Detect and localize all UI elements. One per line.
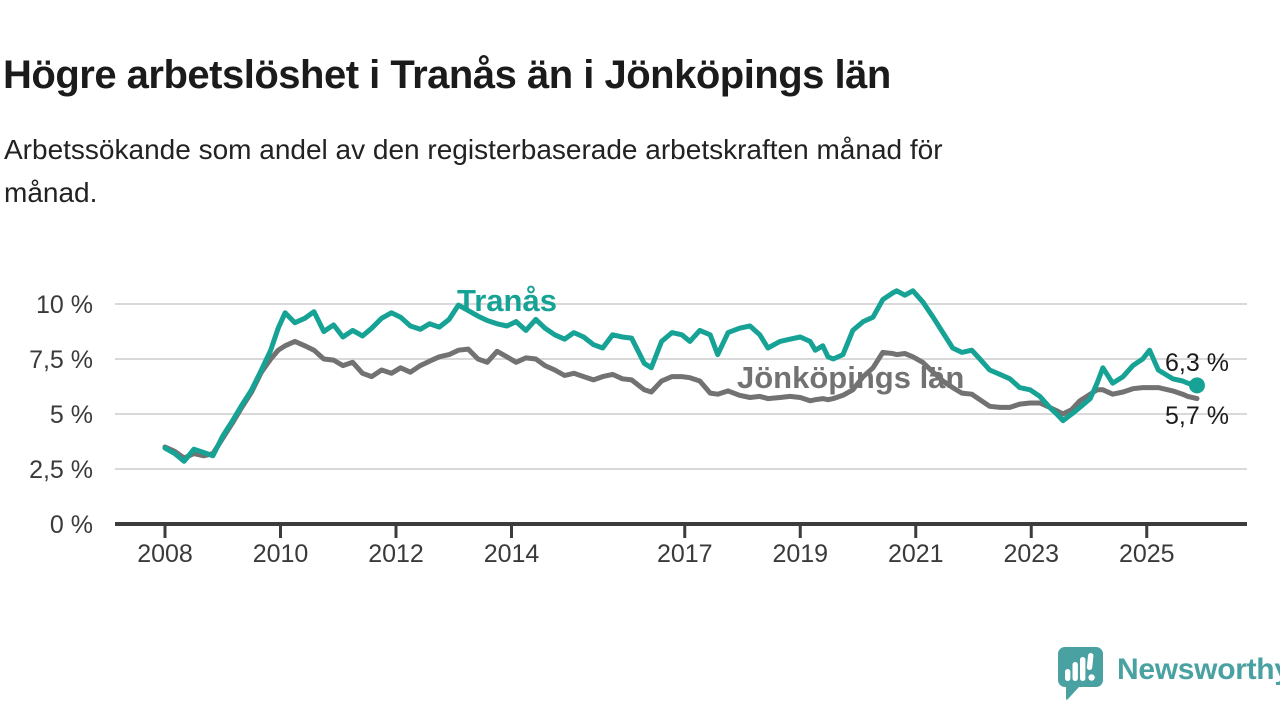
y-axis-tick-label: 10 % <box>36 291 93 319</box>
x-axis-tick-label: 2021 <box>888 540 944 568</box>
x-axis-tick-label: 2019 <box>772 540 828 568</box>
y-axis-tick-label: 7,5 % <box>29 346 93 374</box>
y-axis-tick-label: 2,5 % <box>29 456 93 484</box>
x-axis-tick-label: 2025 <box>1119 540 1175 568</box>
end-value-label-tranas: 6,3 % <box>1165 349 1229 377</box>
bar-chart-glyph <box>1065 653 1095 681</box>
x-axis-tick-label: 2017 <box>657 540 713 568</box>
page-title: Högre arbetslöshet i Tranås än i Jönköpi… <box>3 52 891 97</box>
x-axis-tick-label: 2010 <box>253 540 309 568</box>
x-axis-tick-label: 2012 <box>368 540 424 568</box>
jonkopings-lan-line <box>162 338 1200 461</box>
tranas-line <box>162 288 1200 464</box>
series-label-jonkopings-lan: Jönköpings län <box>737 360 965 395</box>
tranas-end-dot <box>1188 377 1205 394</box>
x-axis-tick-label: 2023 <box>1003 540 1059 568</box>
chart-subtitle-line2: månad. <box>4 177 98 208</box>
end-value-label-jonkopings-lan: 5,7 % <box>1165 402 1229 430</box>
chart-subtitle-line1: Arbetssökande som andel av den registerb… <box>4 134 943 165</box>
newsworthy-branding: Newsworthy <box>1056 645 1280 705</box>
y-axis-tick-label: 0 % <box>50 511 93 539</box>
series-label-tranas: Tranås <box>457 283 557 318</box>
x-axis-tick-label: 2014 <box>484 540 540 568</box>
y-axis-tick-label: 5 % <box>50 401 93 429</box>
newsworthy-logo-icon <box>1058 647 1103 700</box>
x-axis-tick-label: 2008 <box>137 540 193 568</box>
newsworthy-wordmark: Newsworthy <box>1117 653 1280 686</box>
